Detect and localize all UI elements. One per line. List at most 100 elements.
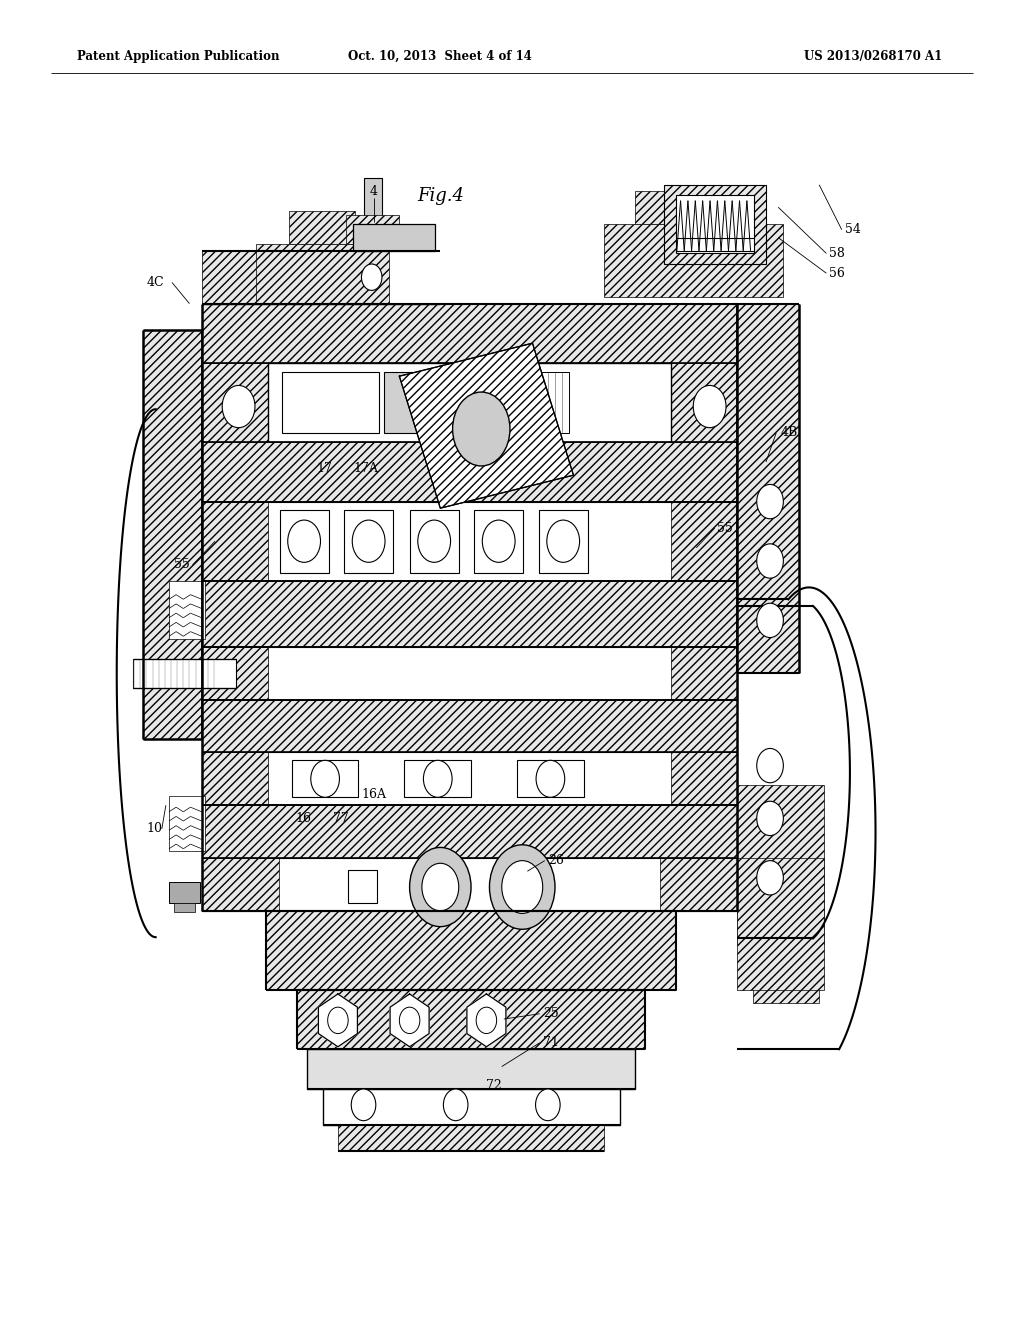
Text: 77: 77 xyxy=(333,812,349,825)
Bar xyxy=(676,195,754,253)
Circle shape xyxy=(476,1007,497,1034)
Bar xyxy=(338,1125,604,1151)
Text: 10: 10 xyxy=(146,822,163,836)
Polygon shape xyxy=(318,994,357,1047)
Text: 71: 71 xyxy=(543,1036,559,1049)
Bar xyxy=(512,372,569,433)
Bar xyxy=(202,502,737,581)
Bar xyxy=(364,178,382,251)
Bar xyxy=(256,244,389,304)
Bar xyxy=(202,700,737,752)
Bar xyxy=(604,224,783,297)
Polygon shape xyxy=(390,994,429,1047)
Circle shape xyxy=(757,861,783,895)
Bar xyxy=(307,1049,635,1089)
Bar xyxy=(517,760,584,797)
Bar xyxy=(133,659,236,688)
Text: 72: 72 xyxy=(485,1078,502,1092)
Circle shape xyxy=(351,1089,376,1121)
Circle shape xyxy=(757,484,783,519)
Bar xyxy=(174,903,195,912)
Bar xyxy=(202,251,381,304)
Bar xyxy=(266,911,676,990)
Text: 25: 25 xyxy=(543,1007,558,1020)
Circle shape xyxy=(693,385,726,428)
Circle shape xyxy=(537,760,565,797)
Bar xyxy=(282,372,379,433)
Circle shape xyxy=(536,1089,560,1121)
Bar xyxy=(268,363,671,442)
Circle shape xyxy=(288,520,321,562)
Text: 17A: 17A xyxy=(353,462,378,475)
Circle shape xyxy=(443,1089,468,1121)
Bar xyxy=(202,805,737,858)
Polygon shape xyxy=(399,343,573,508)
Bar xyxy=(169,796,205,851)
Bar xyxy=(202,304,737,363)
Circle shape xyxy=(502,861,543,913)
Text: 54: 54 xyxy=(845,223,861,236)
Bar xyxy=(384,372,456,433)
Circle shape xyxy=(547,520,580,562)
Bar xyxy=(671,647,737,700)
Bar xyxy=(737,858,824,990)
Polygon shape xyxy=(467,994,506,1047)
Bar xyxy=(297,990,645,1049)
Bar xyxy=(474,510,523,573)
Text: Fig.4: Fig.4 xyxy=(417,186,464,205)
Bar xyxy=(671,752,737,805)
Bar xyxy=(323,1089,620,1125)
Circle shape xyxy=(424,760,453,797)
Bar xyxy=(202,647,268,700)
Bar xyxy=(202,858,737,911)
Circle shape xyxy=(352,520,385,562)
Bar xyxy=(289,211,355,244)
Text: 4B: 4B xyxy=(780,426,798,440)
Bar xyxy=(671,363,737,442)
Text: 4: 4 xyxy=(370,185,378,198)
Bar xyxy=(292,760,358,797)
Bar xyxy=(737,304,799,673)
Bar xyxy=(202,858,279,911)
Text: 55: 55 xyxy=(717,521,732,535)
Text: Oct. 10, 2013  Sheet 4 of 14: Oct. 10, 2013 Sheet 4 of 14 xyxy=(348,50,532,63)
Bar xyxy=(753,944,819,1003)
Bar xyxy=(353,224,435,251)
Circle shape xyxy=(757,603,783,638)
Bar xyxy=(671,502,737,581)
Bar xyxy=(346,215,399,244)
Circle shape xyxy=(311,760,340,797)
Bar xyxy=(202,647,737,700)
Bar xyxy=(202,502,268,581)
Bar xyxy=(169,882,200,903)
Bar xyxy=(202,363,268,442)
Circle shape xyxy=(361,264,382,290)
Text: 4C: 4C xyxy=(146,276,164,289)
Circle shape xyxy=(418,520,451,562)
Bar xyxy=(202,752,737,805)
Circle shape xyxy=(453,392,510,466)
Bar xyxy=(348,870,377,903)
Circle shape xyxy=(328,1007,348,1034)
Bar xyxy=(459,372,520,433)
Circle shape xyxy=(489,845,555,929)
Circle shape xyxy=(757,801,783,836)
Bar xyxy=(202,581,737,647)
Bar xyxy=(737,785,824,944)
Bar xyxy=(664,185,766,264)
Text: 56: 56 xyxy=(829,267,846,280)
Text: US 2013/0268170 A1: US 2013/0268170 A1 xyxy=(804,50,942,63)
Text: Patent Application Publication: Patent Application Publication xyxy=(77,50,280,63)
Bar xyxy=(539,510,588,573)
Bar xyxy=(202,752,268,805)
Text: 17: 17 xyxy=(316,462,333,475)
Circle shape xyxy=(399,1007,420,1034)
Text: 26: 26 xyxy=(548,854,564,867)
Circle shape xyxy=(757,748,783,783)
Text: 58: 58 xyxy=(829,247,846,260)
Bar xyxy=(344,510,393,573)
Bar xyxy=(169,581,205,639)
Text: 16A: 16A xyxy=(361,788,386,801)
Bar xyxy=(635,191,753,224)
Bar xyxy=(660,858,737,911)
